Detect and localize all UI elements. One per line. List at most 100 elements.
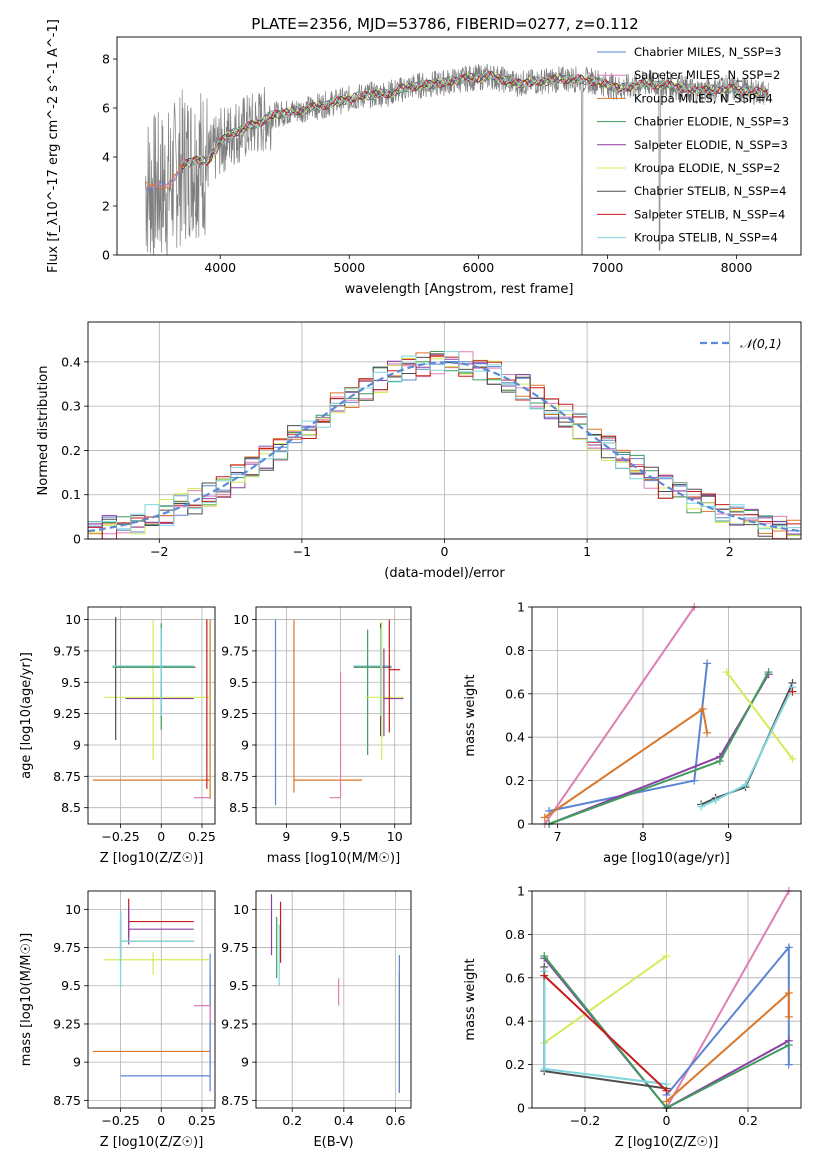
y-tick-label: 8 — [102, 52, 110, 67]
gaussian-curve — [87, 361, 802, 533]
x-tick-label: 2 — [726, 544, 734, 559]
model-spectrum-kroupa_stelib — [181, 71, 769, 166]
x-tick-label: −2 — [150, 544, 168, 559]
y-tick-label: 9.25 — [53, 1016, 81, 1031]
x-tick-label: 0 — [157, 1113, 165, 1128]
legend-label: Chabrier MILES, N_SSP=3 — [634, 45, 781, 59]
y-tick-label: 8.75 — [53, 769, 81, 784]
y-tick-label: 0 — [102, 248, 110, 263]
y-tick-label: 9.5 — [61, 978, 81, 993]
y-tick-label: 9 — [73, 1055, 81, 1070]
y-tick-label: 9.5 — [61, 675, 81, 690]
x-tick-label: 0 — [441, 544, 449, 559]
x-tick-label: 5000 — [333, 260, 365, 275]
mass-vs-metallicity-panel: −0.25 0 0.25 8.75 9 9.25 9.5 9.75 10 Z [log10(Z/Z… — [19, 890, 216, 1150]
x-tick-label: 0 — [663, 1113, 671, 1128]
y-tick-label: 9.75 — [53, 940, 81, 955]
plot-frame — [255, 890, 412, 1109]
legend-label: Salpeter STELIB, N_SSP=4 — [634, 207, 785, 221]
x-tick-label: 0.25 — [188, 1113, 216, 1128]
y-tick-label: 9.25 — [53, 706, 81, 721]
y-axis-label: Normed distribution — [36, 366, 51, 496]
y-tick-label: 9.5 — [229, 675, 249, 690]
y-tick-label: 9 — [73, 737, 81, 752]
x-tick-label: 1 — [583, 544, 591, 559]
plot-frame — [255, 606, 412, 825]
age-vs-mass-panel: 9 9.5 10 8.5 8.75 9 9.25 9.5 9.75 10 mass [log10(M… — [221, 606, 412, 866]
mass-weight-line-chabrier_elodie — [548, 671, 770, 825]
x-tick-label: 8000 — [721, 260, 753, 275]
x-tick-label: 4000 — [204, 260, 236, 275]
mass-weight-line-chabrier_stelib — [700, 682, 794, 806]
x-tick-label: 10 — [387, 829, 403, 844]
y-tick-label: 8.5 — [61, 800, 81, 815]
legend-label: Chabrier ELODIE, N_SSP=3 — [634, 115, 789, 129]
plot-frame — [531, 606, 802, 825]
x-axis-label: Z [log10(Z/Z☉)] — [100, 1135, 204, 1150]
y-tick-label: 0.8 — [505, 643, 525, 658]
y-tick-label: 0.1 — [61, 487, 81, 502]
y-tick-label: 9.75 — [53, 643, 81, 658]
mass-weight-line-kroupa_stelib — [700, 686, 794, 808]
histogram-legend: 𝒩(0,1) — [700, 336, 782, 351]
y-tick-label: 8.75 — [221, 769, 249, 784]
histogram-kroupa_stelib — [88, 351, 801, 530]
y-tick-label: 9.25 — [221, 1016, 249, 1031]
y-tick-label: 9.25 — [221, 706, 249, 721]
x-axis-label: wavelength [Angstrom, rest frame] — [345, 282, 574, 297]
legend-label: Chabrier STELIB, N_SSP=4 — [634, 184, 786, 198]
y-axis-label: mass [log10(M/M☉)] — [19, 933, 34, 1066]
plot-frame — [116, 36, 802, 256]
y-tick-label: 2 — [102, 199, 110, 214]
x-tick-label: −0.2 — [570, 1113, 600, 1128]
y-tick-label: 9.75 — [221, 940, 249, 955]
y-tick-label: 0.4 — [505, 730, 525, 745]
x-tick-label: 0 — [157, 829, 165, 844]
y-tick-label: 0.3 — [61, 399, 81, 414]
legend-label: Kroupa ELODIE, N_SSP=2 — [634, 161, 780, 175]
plot-frame — [87, 606, 216, 825]
y-tick-label: 8.75 — [221, 1093, 249, 1108]
y-tick-label: 0.6 — [505, 686, 525, 701]
mass-weight-line-salpeter_stelib — [543, 974, 668, 1092]
mass-weight-line-kroupa_elodie — [725, 671, 794, 760]
spectrum-panel: 4000 5000 6000 7000 8000 0 2 4 6 8 wavelength [Ang… — [46, 19, 802, 297]
x-tick-label: 0.6 — [386, 1113, 406, 1128]
y-tick-label: 0 — [517, 817, 525, 832]
y-tick-label: 1 — [517, 884, 525, 899]
y-tick-label: 0.2 — [505, 1057, 525, 1072]
y-tick-label: 9.75 — [221, 643, 249, 658]
x-tick-label: 0.25 — [188, 829, 216, 844]
y-tick-label: 9 — [241, 737, 249, 752]
y-axis-label: Flux [f_λ10^-17 erg cm^-2 s^-1 A^-1] — [46, 19, 61, 273]
mass-weight-line-kroupa_miles — [544, 707, 709, 819]
x-tick-label: −0.25 — [101, 829, 139, 844]
y-tick-label: 10 — [233, 902, 249, 917]
y-tick-label: 8.5 — [229, 800, 249, 815]
y-tick-label: 0.4 — [505, 1014, 525, 1029]
y-tick-label: 0 — [517, 1101, 525, 1116]
legend-label: Kroupa MILES, N_SSP=4 — [634, 91, 773, 105]
y-tick-label: 9.5 — [229, 978, 249, 993]
legend-label: 𝒩(0,1) — [740, 336, 782, 351]
y-tick-label: 0 — [73, 532, 81, 547]
x-axis-label: Z [log10(Z/Z☉)] — [615, 1135, 719, 1150]
y-tick-label: 0.4 — [61, 354, 81, 369]
y-tick-label: 6 — [102, 101, 110, 116]
mass-weight-line-salpeter_elodie — [548, 673, 770, 825]
x-axis-label: E(B-V) — [313, 1135, 353, 1150]
plot-frame — [87, 890, 216, 1109]
x-tick-label: 6000 — [462, 260, 494, 275]
spectrum-legend: Chabrier MILES, N_SSP=3 Salpeter MILES, N… — [597, 45, 789, 245]
x-tick-label: 7 — [554, 829, 562, 844]
mass-weight-line-salpeter_miles — [543, 606, 696, 825]
x-axis-label: age [log10(age/yr)] — [603, 851, 730, 866]
legend-label: Salpeter ELODIE, N_SSP=3 — [634, 138, 788, 152]
y-tick-label: 9 — [241, 1055, 249, 1070]
x-tick-label: −1 — [293, 544, 311, 559]
mass-vs-ebv-panel: 0.2 0.4 0.6 8.75 9 9.25 9.5 9.75 10 E(B-V) — [221, 890, 412, 1150]
x-tick-label: 0.2 — [738, 1113, 758, 1128]
y-tick-label: 0.6 — [505, 970, 525, 985]
x-tick-label: −0.25 — [101, 1113, 139, 1128]
y-tick-label: 1 — [517, 600, 525, 615]
